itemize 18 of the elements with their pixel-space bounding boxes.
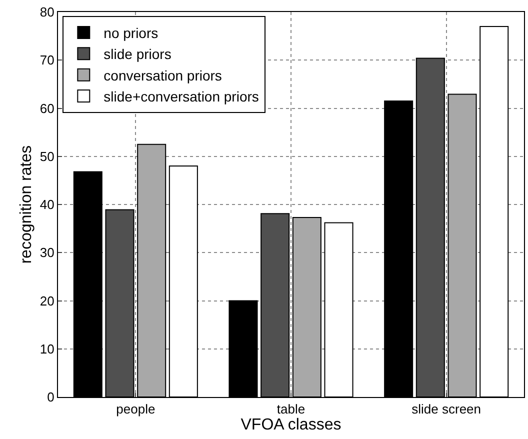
x-tick-label: people	[116, 402, 156, 417]
legend-label: slide+conversation priors	[104, 88, 259, 105]
x-tick-label: slide screen	[412, 402, 482, 417]
y-tick-label: 40	[40, 197, 54, 212]
legend-label: conversation priors	[104, 67, 222, 84]
legend-label: no priors	[104, 24, 158, 41]
y-tick-label: 10	[40, 341, 54, 356]
y-tick-label: 70	[40, 52, 54, 68]
y-tick-label: 60	[40, 100, 54, 116]
y-tick-label: 80	[40, 4, 54, 20]
x-axis-title: VFOA classes	[240, 416, 342, 434]
y-tick-label: 50	[40, 148, 54, 164]
y-tick-label: 20	[40, 293, 54, 308]
legend-label: slide priors	[104, 46, 172, 62]
y-axis-title: recognition rates	[18, 145, 35, 264]
y-tick-label: 0	[47, 390, 54, 405]
y-tick-label: 30	[40, 245, 54, 260]
x-tick-label: table	[276, 402, 306, 417]
